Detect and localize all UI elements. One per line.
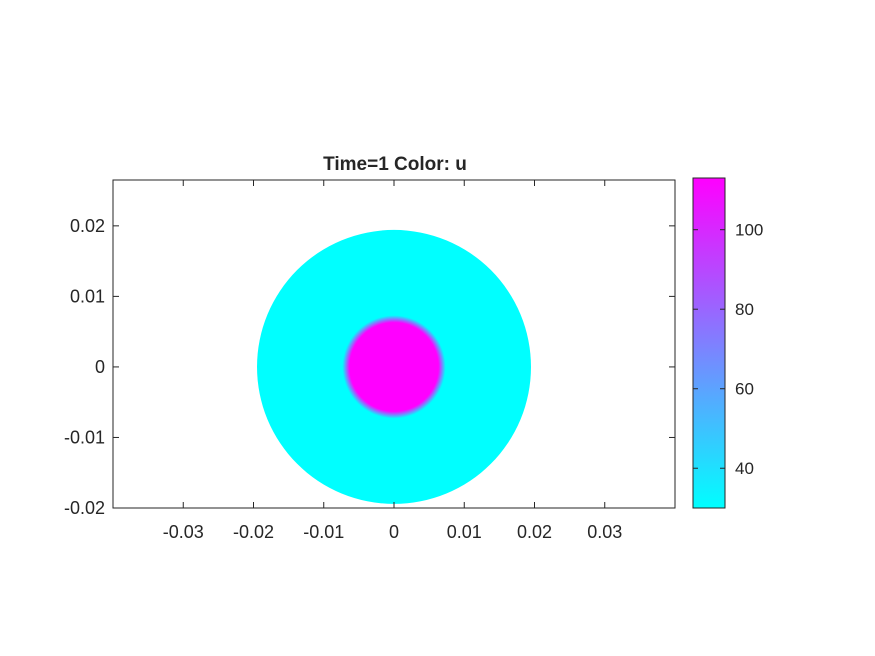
x-tick-label: 0.03 xyxy=(587,522,622,542)
x-tick-label: -0.02 xyxy=(233,522,274,542)
x-tick-label: 0.01 xyxy=(447,522,482,542)
colorbar-tick-label: 100 xyxy=(735,221,763,240)
y-tick-label: -0.02 xyxy=(64,498,105,518)
y-tick-label: 0 xyxy=(95,357,105,377)
axes-box xyxy=(112,179,676,509)
x-tick-label: -0.03 xyxy=(163,522,204,542)
x-tick-label: 0 xyxy=(389,522,399,542)
colorbar-tick-label: 60 xyxy=(735,380,754,399)
x-tick-label: 0.02 xyxy=(517,522,552,542)
colorbar: 40 60 80 100 xyxy=(692,177,763,509)
colorbar-gradient xyxy=(692,177,726,509)
x-tick-label: -0.01 xyxy=(303,522,344,542)
colorbar-tick-label: 80 xyxy=(735,300,754,319)
colorbar-tick-label: 40 xyxy=(735,459,754,478)
inner-disk-region xyxy=(342,315,446,419)
y-tick-label: 0.02 xyxy=(70,216,105,236)
y-tick-label: 0.01 xyxy=(70,286,105,306)
y-tick-label: -0.01 xyxy=(64,427,105,447)
plot-area: -0.03 -0.02 -0.01 0 0.01 0.02 0.03 -0.02 -0.01 0… xyxy=(64,179,676,542)
chart-title: Time=1 Color: u xyxy=(323,154,467,175)
